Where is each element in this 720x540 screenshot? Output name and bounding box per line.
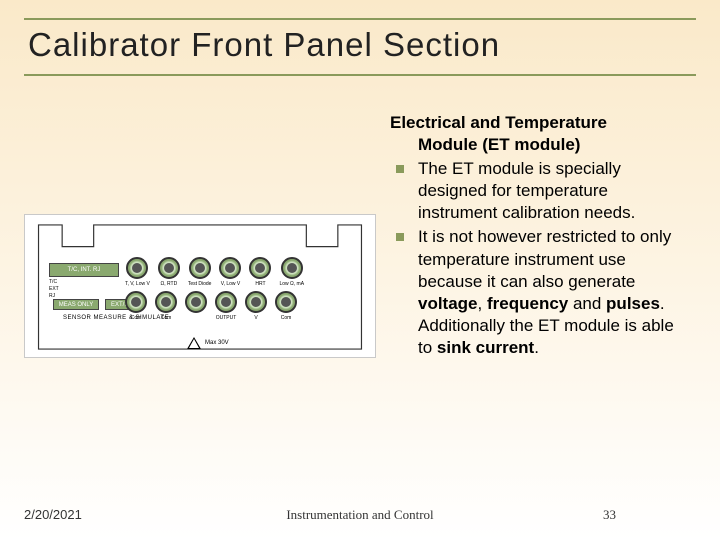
connector-label: OUTPUT (216, 315, 237, 321)
panel-outline-svg (35, 223, 365, 351)
slide-footer: 2/20/2021 Instrumentation and Control 33 (24, 507, 696, 522)
connector-label: Low Ω, mA (279, 281, 304, 287)
calibrator-panel-illustration: T/C, INT. RJ T/C EXT RJ MEAS ONLY EXT/SI… (24, 214, 376, 358)
connector: Test Diode (188, 257, 212, 287)
text-column: Electrical and Temperature Module (ET mo… (390, 112, 696, 359)
connector: T, V, Low V (125, 257, 150, 287)
connector-row-top: T, V, Low V Ω, RTD Test Diode V, Low V H… (125, 257, 304, 287)
bullet-item: It is not however restricted to only tem… (390, 226, 688, 359)
connector: Low Ω, mA (279, 257, 304, 287)
panel-image-column: T/C, INT. RJ T/C EXT RJ MEAS ONLY EXT/SI… (24, 112, 376, 358)
panel-green-label-1: T/C, INT. RJ (49, 263, 119, 277)
panel-left-labels: T/C EXT RJ (49, 279, 59, 300)
device-outline (35, 223, 365, 351)
connector-ring-icon (219, 257, 241, 279)
heading-line-2: Module (ET module) (390, 134, 688, 156)
content-row: T/C, INT. RJ T/C EXT RJ MEAS ONLY EXT/SI… (24, 112, 696, 359)
slide-title: Calibrator Front Panel Section (28, 26, 696, 64)
connector-ring-icon (185, 291, 207, 313)
panel-left-label-ext: EXT (49, 286, 59, 293)
connector-ring-icon (125, 291, 147, 313)
connector-ring-icon (158, 257, 180, 279)
panel-green-label-2: MEAS ONLY (53, 299, 99, 310)
connector-ring-icon (249, 257, 271, 279)
warning-label: Max 30V (187, 337, 229, 349)
connector-ring-icon (215, 291, 237, 313)
footer-course-title: Instrumentation and Control (286, 507, 433, 523)
connector-ring-icon (275, 291, 297, 313)
connector-ring-icon (245, 291, 267, 313)
connector-label: T, V, Low V (125, 281, 150, 287)
connector: HRT (249, 257, 271, 287)
section-heading: Electrical and Temperature Module (ET mo… (390, 112, 688, 156)
connector: V, Low V (219, 257, 241, 287)
connector-label: Ω, RTD (160, 281, 177, 287)
connector-label: V (254, 315, 257, 321)
connector (185, 291, 207, 321)
bullet-square-icon (396, 233, 404, 241)
title-bar: Calibrator Front Panel Section (24, 18, 696, 76)
connector: OUTPUT (215, 291, 237, 321)
footer-date: 2/20/2021 (24, 507, 82, 522)
slide: Calibrator Front Panel Section T/C, INT.… (0, 0, 720, 540)
connector: V (245, 291, 267, 321)
bullet-item: The ET module is specially designed for … (390, 158, 688, 224)
warning-text: Max 30V (205, 340, 229, 346)
connector-label: Test Diode (188, 281, 212, 287)
connector-ring-icon (155, 291, 177, 313)
warning-triangle-icon (187, 337, 201, 349)
connector-ring-icon (126, 257, 148, 279)
heading-line-1: Electrical and Temperature (390, 113, 607, 132)
connector-label: HRT (255, 281, 265, 287)
footer-page-number: 33 (603, 507, 616, 523)
bullet-square-icon (396, 165, 404, 173)
connector: Ω, RTD (158, 257, 180, 287)
panel-left-label-tc: T/C (49, 279, 59, 286)
connector-ring-icon (189, 257, 211, 279)
connector-ring-icon (281, 257, 303, 279)
connector-label: Com (281, 315, 292, 321)
connector-label: V, Low V (221, 281, 241, 287)
bullet-text: It is not however restricted to only tem… (418, 226, 688, 359)
sensor-section-label: SENSOR MEASURE & SIMULATE (63, 315, 169, 321)
bullet-text: The ET module is specially designed for … (418, 158, 688, 224)
connector: Com (275, 291, 297, 321)
